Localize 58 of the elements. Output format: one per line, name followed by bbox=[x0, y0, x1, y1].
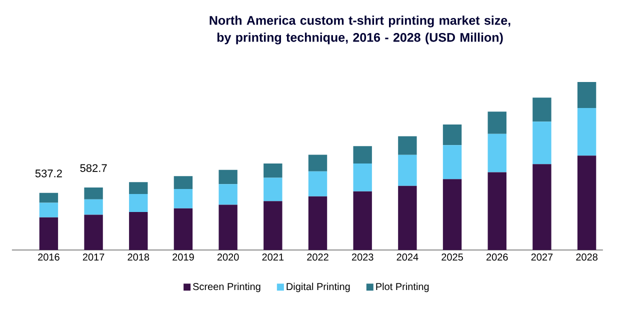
bar bbox=[353, 146, 372, 164]
bar bbox=[218, 184, 238, 205]
x-tick-label: 2021 bbox=[262, 254, 284, 261]
bar bbox=[218, 170, 238, 184]
legend-label: Screen Printing bbox=[193, 282, 260, 292]
bar bbox=[308, 196, 328, 250]
bar bbox=[264, 178, 282, 202]
bar bbox=[218, 204, 238, 250]
bar bbox=[442, 179, 462, 250]
x-tick-label: 2022 bbox=[307, 254, 328, 261]
bar bbox=[264, 163, 282, 178]
annotation: 537.2 bbox=[35, 170, 62, 178]
bar bbox=[174, 189, 193, 208]
bar bbox=[129, 194, 148, 212]
bar bbox=[39, 192, 58, 203]
x-tick-label: 2017 bbox=[82, 254, 104, 261]
bar bbox=[577, 108, 596, 156]
bar bbox=[442, 145, 462, 180]
x-tick-label: 2018 bbox=[128, 254, 150, 261]
bar bbox=[577, 156, 596, 250]
bar bbox=[488, 112, 506, 134]
bar bbox=[488, 172, 506, 250]
legend-label: Digital Printing bbox=[286, 282, 350, 292]
bar bbox=[398, 136, 417, 155]
bar bbox=[532, 98, 552, 122]
bar bbox=[577, 82, 596, 108]
x-tick-label: 2023 bbox=[352, 254, 374, 261]
x-tick-label: 2025 bbox=[442, 254, 463, 261]
bar bbox=[398, 154, 417, 186]
bar bbox=[84, 199, 103, 215]
bar bbox=[308, 171, 328, 196]
x-tick-label: 2016 bbox=[38, 254, 60, 261]
x-tick-label: 2026 bbox=[486, 254, 508, 261]
chart-title: North America custom t-shirt printing market size, by printing technique, 2016 - 2028 (USD Million) bbox=[210, 16, 510, 44]
bar bbox=[442, 124, 462, 146]
legend-label: Plot Printing bbox=[376, 282, 429, 292]
bar bbox=[174, 176, 193, 190]
annotation: 582.7 bbox=[80, 164, 107, 172]
bar bbox=[532, 164, 552, 250]
bar bbox=[353, 191, 372, 250]
bar bbox=[39, 202, 58, 218]
bar bbox=[488, 134, 506, 172]
bar bbox=[129, 212, 148, 250]
bar bbox=[39, 217, 58, 250]
bar bbox=[264, 201, 282, 250]
x-tick-label: 2027 bbox=[531, 254, 553, 261]
bar bbox=[129, 182, 148, 194]
bar bbox=[84, 214, 103, 250]
bar bbox=[174, 208, 193, 250]
x-tick-label: 2019 bbox=[172, 254, 194, 261]
bar bbox=[398, 186, 417, 250]
bar bbox=[353, 163, 372, 192]
bar bbox=[84, 188, 103, 200]
x-tick-label: 2020 bbox=[217, 254, 239, 261]
x-tick-label: 2028 bbox=[576, 254, 598, 261]
x-tick-label: 2024 bbox=[396, 254, 418, 261]
bar bbox=[532, 122, 552, 164]
bar bbox=[308, 154, 328, 172]
